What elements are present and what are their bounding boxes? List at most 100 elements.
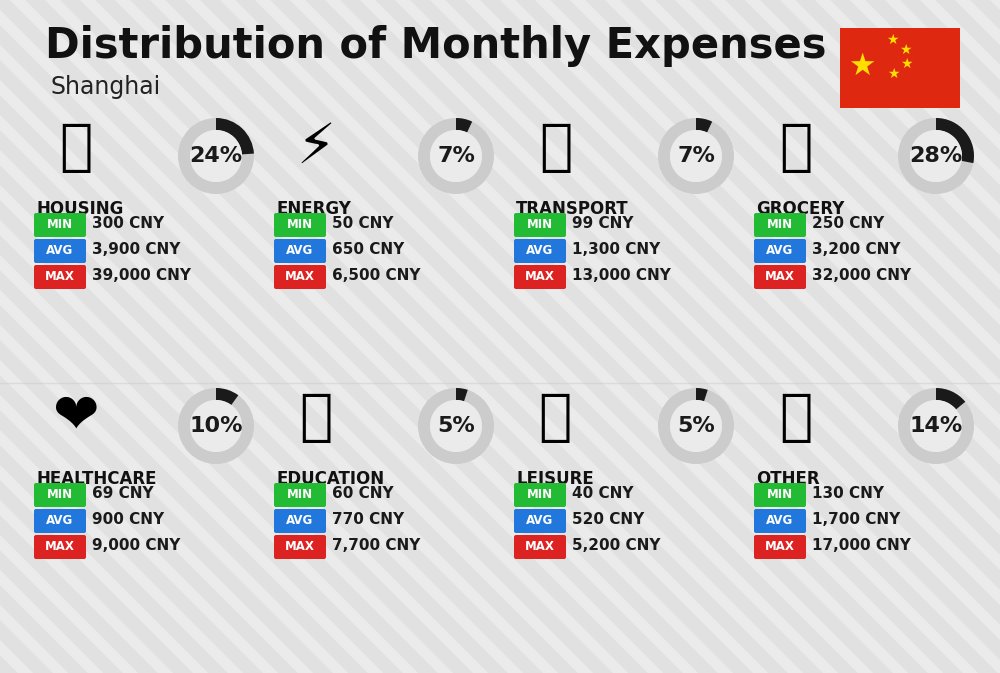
Text: MAX: MAX <box>765 269 795 283</box>
Circle shape <box>430 400 482 452</box>
FancyBboxPatch shape <box>514 483 566 507</box>
FancyBboxPatch shape <box>34 509 86 533</box>
Text: 🏢: 🏢 <box>59 121 93 175</box>
Text: MIN: MIN <box>47 217 73 230</box>
Text: ★: ★ <box>887 67 899 81</box>
FancyBboxPatch shape <box>274 535 326 559</box>
Wedge shape <box>418 118 494 194</box>
Text: MIN: MIN <box>287 217 313 230</box>
Text: 250 CNY: 250 CNY <box>812 217 884 232</box>
Wedge shape <box>216 388 238 405</box>
Text: ★: ★ <box>899 43 911 57</box>
FancyBboxPatch shape <box>754 535 806 559</box>
Text: AVG: AVG <box>766 244 794 256</box>
FancyBboxPatch shape <box>754 509 806 533</box>
Text: 3,900 CNY: 3,900 CNY <box>92 242 180 258</box>
Text: AVG: AVG <box>46 513 74 526</box>
Text: GROCERY: GROCERY <box>756 200 844 218</box>
Text: 5%: 5% <box>437 416 475 436</box>
FancyBboxPatch shape <box>514 213 566 237</box>
Text: 7,700 CNY: 7,700 CNY <box>332 538 420 553</box>
FancyBboxPatch shape <box>840 28 960 108</box>
Text: 5%: 5% <box>677 416 715 436</box>
Text: AVG: AVG <box>286 244 314 256</box>
FancyBboxPatch shape <box>34 535 86 559</box>
Wedge shape <box>178 118 254 194</box>
Text: 60 CNY: 60 CNY <box>332 487 394 501</box>
Text: MAX: MAX <box>525 540 555 553</box>
Wedge shape <box>696 118 712 133</box>
Text: 1,300 CNY: 1,300 CNY <box>572 242 660 258</box>
Text: ★: ★ <box>886 33 898 47</box>
FancyBboxPatch shape <box>274 239 326 263</box>
Circle shape <box>910 400 962 452</box>
Wedge shape <box>658 118 734 194</box>
Circle shape <box>430 130 482 182</box>
Circle shape <box>670 400 722 452</box>
Text: 40 CNY: 40 CNY <box>572 487 634 501</box>
FancyBboxPatch shape <box>514 265 566 289</box>
FancyBboxPatch shape <box>274 483 326 507</box>
Wedge shape <box>216 118 254 154</box>
Text: HEALTHCARE: HEALTHCARE <box>36 470 156 488</box>
Text: 69 CNY: 69 CNY <box>92 487 154 501</box>
Text: 🚌: 🚌 <box>539 121 573 175</box>
Text: ❤️: ❤️ <box>53 391 99 445</box>
Circle shape <box>190 400 242 452</box>
Text: 32,000 CNY: 32,000 CNY <box>812 269 911 283</box>
Text: ⚡: ⚡ <box>296 121 336 175</box>
Text: 650 CNY: 650 CNY <box>332 242 404 258</box>
Circle shape <box>910 130 962 182</box>
FancyBboxPatch shape <box>274 213 326 237</box>
Text: 9,000 CNY: 9,000 CNY <box>92 538 180 553</box>
FancyBboxPatch shape <box>754 265 806 289</box>
Text: MIN: MIN <box>767 217 793 230</box>
Wedge shape <box>418 388 494 464</box>
Text: MAX: MAX <box>765 540 795 553</box>
Text: AVG: AVG <box>286 513 314 526</box>
Text: LEISURE: LEISURE <box>516 470 594 488</box>
Text: 99 CNY: 99 CNY <box>572 217 634 232</box>
Text: 39,000 CNY: 39,000 CNY <box>92 269 191 283</box>
Circle shape <box>190 130 242 182</box>
FancyBboxPatch shape <box>514 239 566 263</box>
FancyBboxPatch shape <box>754 483 806 507</box>
Text: AVG: AVG <box>766 513 794 526</box>
Text: MIN: MIN <box>287 487 313 501</box>
Text: 7%: 7% <box>437 146 475 166</box>
Text: AVG: AVG <box>526 513 554 526</box>
Text: MIN: MIN <box>47 487 73 501</box>
FancyBboxPatch shape <box>34 213 86 237</box>
Text: AVG: AVG <box>46 244 74 256</box>
Text: AVG: AVG <box>526 244 554 256</box>
Text: ENERGY: ENERGY <box>276 200 351 218</box>
Text: 300 CNY: 300 CNY <box>92 217 164 232</box>
Text: MAX: MAX <box>525 269 555 283</box>
Text: 24%: 24% <box>189 146 243 166</box>
Text: MAX: MAX <box>45 269 75 283</box>
Text: 28%: 28% <box>909 146 963 166</box>
Wedge shape <box>898 118 974 194</box>
Text: MIN: MIN <box>767 487 793 501</box>
Text: OTHER: OTHER <box>756 470 820 488</box>
Wedge shape <box>936 118 974 163</box>
Text: Shanghai: Shanghai <box>50 75 160 99</box>
Wedge shape <box>178 388 254 464</box>
Text: 900 CNY: 900 CNY <box>92 513 164 528</box>
Text: 3,200 CNY: 3,200 CNY <box>812 242 900 258</box>
FancyBboxPatch shape <box>514 509 566 533</box>
Text: 🎓: 🎓 <box>299 391 333 445</box>
FancyBboxPatch shape <box>34 239 86 263</box>
Text: 🛒: 🛒 <box>779 121 813 175</box>
Wedge shape <box>898 388 974 464</box>
FancyBboxPatch shape <box>754 239 806 263</box>
FancyBboxPatch shape <box>274 509 326 533</box>
Text: 13,000 CNY: 13,000 CNY <box>572 269 671 283</box>
Text: MIN: MIN <box>527 487 553 501</box>
Wedge shape <box>658 388 734 464</box>
Text: 6,500 CNY: 6,500 CNY <box>332 269 420 283</box>
FancyBboxPatch shape <box>514 535 566 559</box>
Text: 17,000 CNY: 17,000 CNY <box>812 538 911 553</box>
Text: 520 CNY: 520 CNY <box>572 513 644 528</box>
FancyBboxPatch shape <box>274 265 326 289</box>
